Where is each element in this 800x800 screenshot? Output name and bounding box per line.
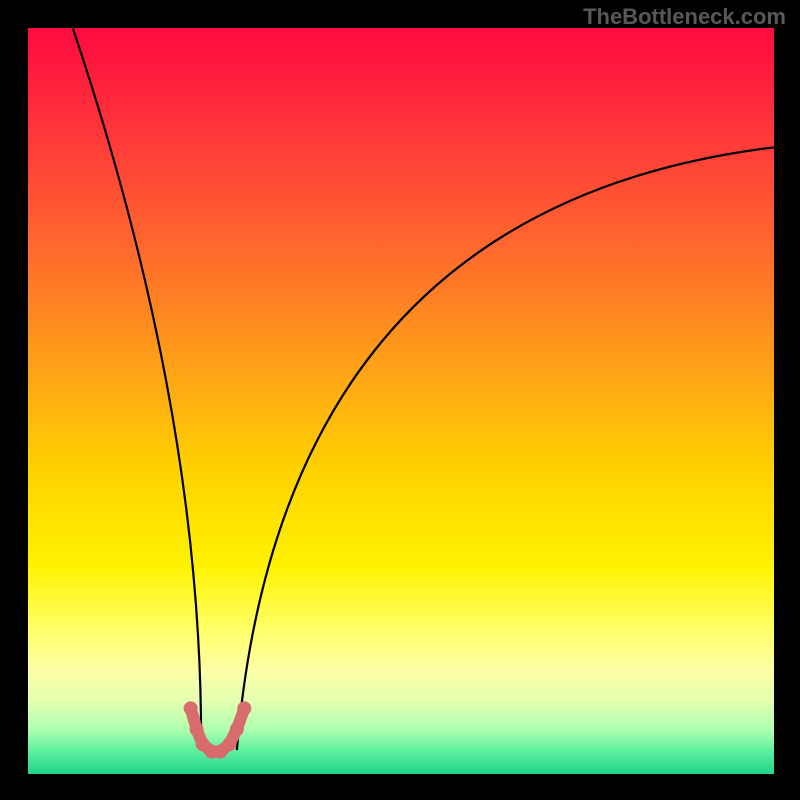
valley-marker	[184, 701, 198, 715]
watermark-text: TheBottleneck.com	[583, 4, 786, 30]
plot-svg	[28, 28, 774, 774]
valley-marker	[230, 722, 244, 736]
gradient-background	[28, 28, 774, 774]
valley-marker	[190, 722, 204, 736]
plot-area	[28, 28, 774, 774]
valley-marker	[222, 737, 236, 751]
valley-marker	[237, 701, 251, 715]
chart-container: TheBottleneck.com	[0, 0, 800, 800]
